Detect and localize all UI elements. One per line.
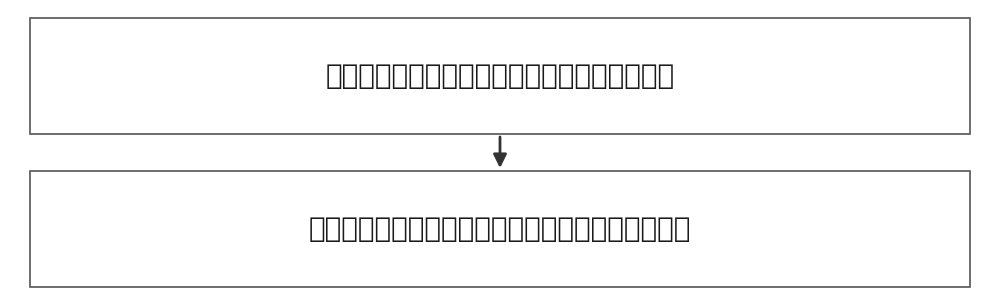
Text: 采用有机溶剂去除基底表面和深孔中的光刻涂层: 采用有机溶剂去除基底表面和深孔中的光刻涂层 — [325, 62, 675, 90]
FancyBboxPatch shape — [30, 171, 970, 287]
Text: 采用低温氧化工艺进一步去除深孔中残留的光刻涂层: 采用低温氧化工艺进一步去除深孔中残留的光刻涂层 — [309, 215, 691, 243]
FancyBboxPatch shape — [30, 18, 970, 134]
